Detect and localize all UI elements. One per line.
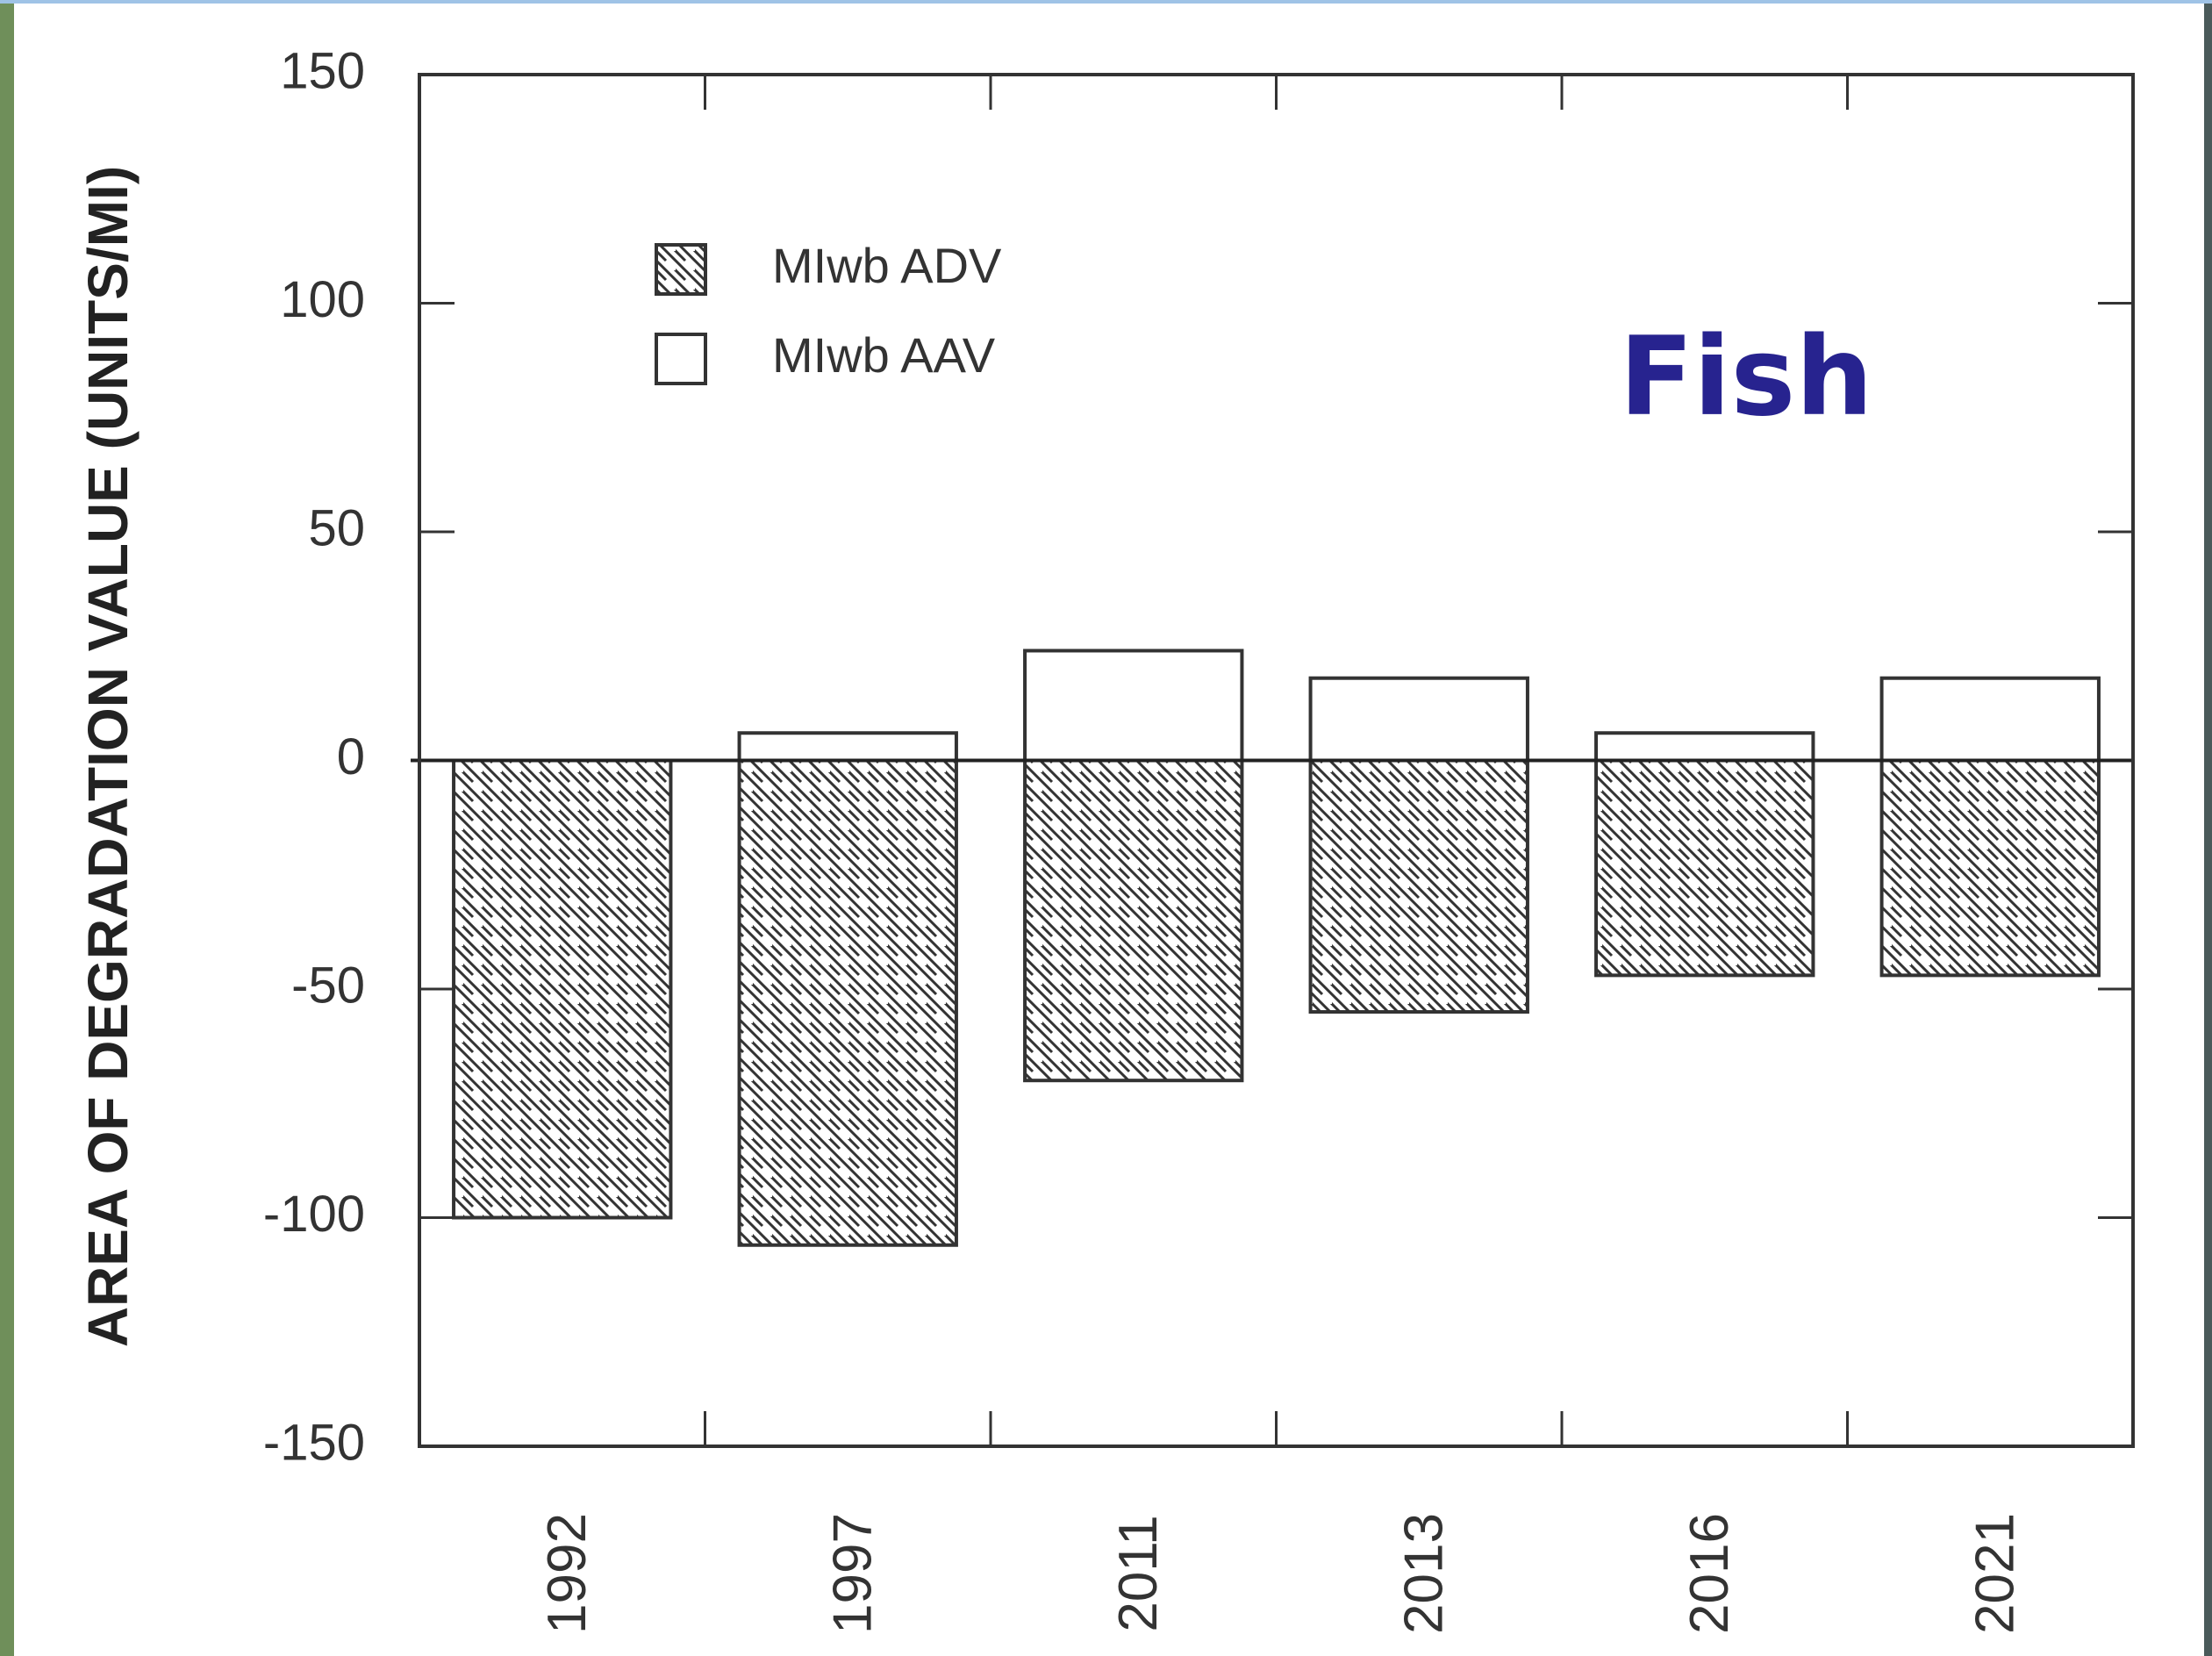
legend-swatch [656,245,705,294]
legend-label: MIwb ADV [772,238,1002,293]
y-tick-label: 150 [280,42,365,99]
bar [1025,761,1242,1081]
bar [1596,761,1813,976]
bar [1025,650,1242,760]
bar [1311,761,1528,1013]
x-tick-label: 2013 [1394,1513,1455,1634]
bar [1311,678,1528,761]
legend-swatch [656,334,705,384]
bar [1882,678,2099,761]
y-tick-label: 50 [308,499,365,556]
legend-label: MIwb AAV [772,327,996,383]
y-tick-label: -50 [291,957,365,1014]
photo-strip-left [0,0,14,1656]
frame-top [0,0,2212,4]
chart: AREA OF DEGRADATION VALUE (UNITS/MI) Fis… [0,0,2212,1656]
x-tick-label: 2021 [1965,1513,2026,1634]
bar [740,761,956,1245]
annotation: Fish [1619,314,1872,441]
y-axis-title: AREA OF DEGRADATION VALUE (UNITS/MI) [76,166,140,1347]
bar [454,761,670,1218]
page: AREA OF DEGRADATION VALUE (UNITS/MI) Fis… [0,0,2212,1656]
x-tick-label: 2016 [1679,1513,1740,1634]
x-tick-label: 1992 [537,1513,598,1634]
bar [740,733,956,760]
bar [1596,733,1813,760]
y-tick-label: 100 [280,271,365,328]
bar [1882,761,2099,976]
x-tick-label: 1997 [823,1513,884,1634]
y-tick-label: -100 [263,1186,365,1243]
photo-strip-right [2204,0,2212,1656]
y-tick-label: -150 [263,1414,365,1471]
y-tick-label: 0 [337,728,365,785]
x-tick-label: 2011 [1108,1515,1169,1631]
